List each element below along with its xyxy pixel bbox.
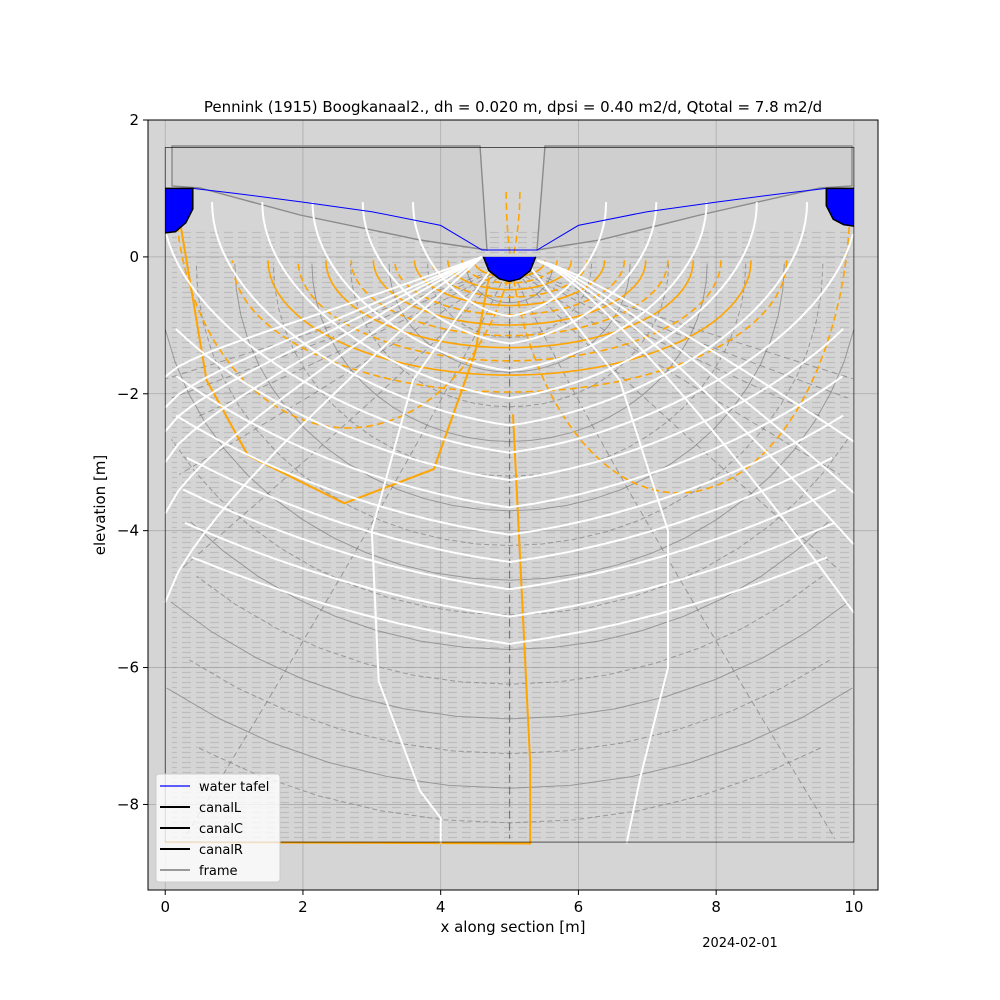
series-line-canalR xyxy=(825,187,855,227)
stream-line xyxy=(164,256,483,433)
photo-curve xyxy=(196,263,510,418)
head-contour xyxy=(461,260,558,284)
photo-curve xyxy=(171,263,510,399)
plot-area xyxy=(148,120,878,890)
legend-box xyxy=(155,773,281,883)
stream-line xyxy=(164,255,483,378)
stream-line xyxy=(536,259,855,614)
stream-lines xyxy=(164,202,855,844)
stream-line xyxy=(536,259,855,546)
stream-line xyxy=(261,202,510,400)
stream-line xyxy=(509,202,758,400)
x-axis-label: x along section [m] xyxy=(440,918,585,936)
x-tick-label: 6 xyxy=(574,898,584,916)
stream-line xyxy=(311,202,510,372)
stream-line xyxy=(191,556,510,645)
photo-curve xyxy=(509,263,854,380)
x-tick-label: 0 xyxy=(160,898,170,916)
photo-curve xyxy=(509,263,841,571)
y-tick-label: 2 xyxy=(129,111,139,129)
photo-curve xyxy=(509,263,848,399)
stream-line xyxy=(184,521,510,618)
stream-line xyxy=(182,488,510,591)
stream-line xyxy=(175,328,510,482)
stream-line xyxy=(361,202,510,345)
stream-line xyxy=(509,202,658,345)
head-contour xyxy=(350,260,669,337)
stream-line xyxy=(529,266,669,844)
photo-curve xyxy=(509,263,823,418)
head-contour xyxy=(431,260,588,298)
series-fill-canalC xyxy=(483,256,536,282)
series-fill-canalR xyxy=(826,188,854,227)
stream-line xyxy=(536,259,855,443)
stream-line xyxy=(509,456,833,563)
head-contour xyxy=(174,191,521,429)
legend-label: canalR xyxy=(199,843,243,858)
photo-curve xyxy=(195,263,824,547)
photo-sand-top-right xyxy=(536,145,853,251)
stream-line xyxy=(164,256,483,463)
stream-line xyxy=(509,521,835,618)
y-tick-label: −6 xyxy=(117,659,139,677)
head-contour xyxy=(178,215,490,505)
photo-sand-top-left xyxy=(171,145,488,251)
stream-line xyxy=(536,259,855,494)
photo-curve xyxy=(509,263,841,475)
stream-line xyxy=(175,375,510,509)
stream-line xyxy=(509,375,844,509)
legend-entries: water tafel canalL canalC canalR frame xyxy=(160,780,269,879)
legend-label: canalC xyxy=(199,822,243,837)
chart-title: Pennink (1915) Boogkanaal2., dh = 0.020 … xyxy=(204,98,822,116)
y-axis: 2 0 −2 −4 −6 −8 xyxy=(117,111,148,813)
head-contour xyxy=(267,260,752,376)
stream-line xyxy=(509,556,828,645)
date-stamp: 2024-02-01 xyxy=(702,936,778,951)
stream-line xyxy=(186,456,510,563)
x-tick-label: 4 xyxy=(436,898,446,916)
x-tick-label: 10 xyxy=(844,898,863,916)
stream-line xyxy=(509,233,854,454)
y-tick-label: −4 xyxy=(117,522,139,540)
y-tick-label: −8 xyxy=(117,795,139,813)
stream-line xyxy=(509,202,809,427)
series-line-frame xyxy=(164,147,855,843)
photo-curve xyxy=(179,263,510,571)
legend-label: canalL xyxy=(199,801,242,816)
stream-line xyxy=(370,266,494,844)
series-line-canalL xyxy=(165,187,194,234)
series-line-canalC xyxy=(482,256,537,283)
photo-curve xyxy=(166,263,510,380)
stream-line xyxy=(509,488,837,591)
stream-line xyxy=(164,255,483,409)
stream-line xyxy=(175,414,510,536)
y-axis-label: elevation [m] xyxy=(91,455,109,556)
series-line-water tafel xyxy=(192,187,827,251)
y-tick-label: 0 xyxy=(129,248,139,266)
head-contour xyxy=(372,260,647,326)
x-axis: 0 2 4 6 8 10 xyxy=(160,890,863,916)
legend: water tafel canalL canalC canalR frame xyxy=(155,773,281,883)
legend-label: water tafel xyxy=(199,780,269,795)
x-tick-label: 8 xyxy=(711,898,721,916)
stream-line xyxy=(211,202,510,427)
stream-line xyxy=(509,328,844,482)
photo-curve xyxy=(170,439,849,616)
stream-line xyxy=(509,202,708,372)
head-contour xyxy=(231,260,788,393)
stream-line xyxy=(164,256,483,603)
x-tick-label: 2 xyxy=(298,898,308,916)
legend-label: frame xyxy=(199,864,238,879)
plot-frame xyxy=(147,119,879,891)
photo-curve xyxy=(164,329,855,581)
flow-divide xyxy=(165,414,532,845)
stream-line xyxy=(164,256,483,515)
y-tick-label: −2 xyxy=(117,385,139,403)
series-layer xyxy=(164,147,855,843)
